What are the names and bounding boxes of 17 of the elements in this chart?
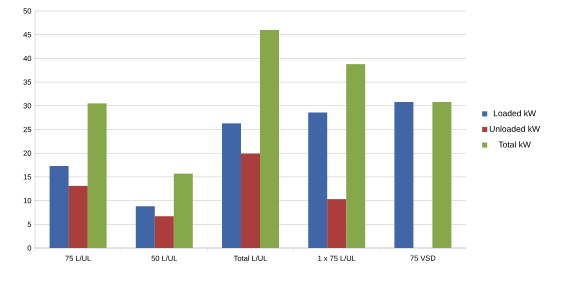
bar	[174, 174, 193, 248]
legend-label: Unloaded kW	[490, 126, 540, 132]
bar	[222, 123, 241, 248]
legend-label: Loaded kW	[494, 110, 536, 116]
bar	[154, 216, 174, 248]
bar	[68, 186, 88, 248]
bar	[346, 64, 366, 248]
bar	[50, 166, 69, 248]
bar	[136, 206, 155, 248]
bar	[241, 154, 260, 248]
legend-label: Total kW	[498, 141, 531, 148]
bar	[308, 112, 328, 248]
bar	[432, 102, 452, 248]
bar	[327, 199, 346, 248]
bar	[88, 103, 107, 248]
bar	[394, 102, 414, 248]
bar	[260, 30, 279, 248]
